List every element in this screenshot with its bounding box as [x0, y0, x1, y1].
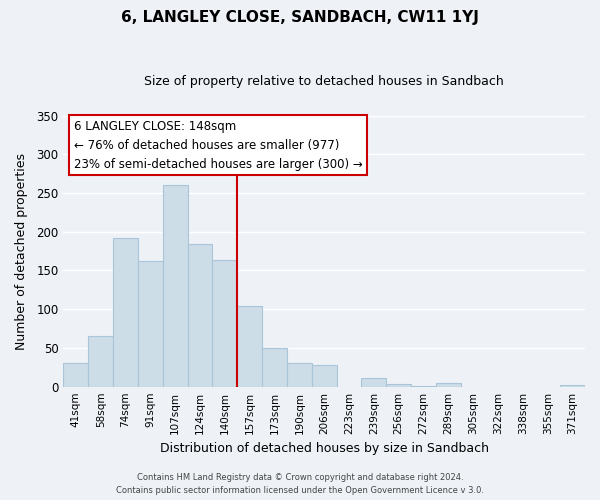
Bar: [386, 384, 411, 386]
X-axis label: Distribution of detached houses by size in Sandbach: Distribution of detached houses by size …: [160, 442, 489, 455]
Bar: [361, 378, 386, 386]
Bar: [436, 383, 461, 386]
Bar: [88, 336, 113, 386]
Bar: [163, 186, 188, 386]
Bar: [212, 260, 237, 386]
Bar: [262, 348, 287, 387]
Text: 6 LANGLEY CLOSE: 148sqm
← 76% of detached houses are smaller (977)
23% of semi-d: 6 LANGLEY CLOSE: 148sqm ← 76% of detache…: [74, 120, 362, 170]
Text: 6, LANGLEY CLOSE, SANDBACH, CW11 1YJ: 6, LANGLEY CLOSE, SANDBACH, CW11 1YJ: [121, 10, 479, 25]
Title: Size of property relative to detached houses in Sandbach: Size of property relative to detached ho…: [145, 75, 504, 88]
Bar: [188, 244, 212, 386]
Bar: [237, 306, 262, 386]
Bar: [312, 365, 337, 386]
Bar: [64, 364, 88, 386]
Bar: [113, 238, 138, 386]
Y-axis label: Number of detached properties: Number of detached properties: [15, 152, 28, 350]
Text: Contains HM Land Registry data © Crown copyright and database right 2024.
Contai: Contains HM Land Registry data © Crown c…: [116, 474, 484, 495]
Bar: [138, 261, 163, 386]
Bar: [287, 364, 312, 386]
Bar: [560, 385, 585, 386]
